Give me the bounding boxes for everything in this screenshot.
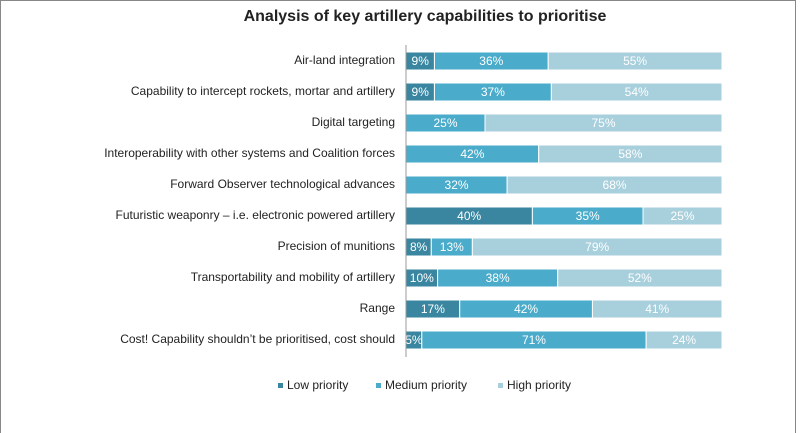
value-label: 55% xyxy=(623,54,647,68)
value-label: 17% xyxy=(421,302,445,316)
value-label: 58% xyxy=(618,147,642,161)
value-label: 8% xyxy=(410,240,428,254)
y-tick-label: Cost! Capability shouldn’t be prioritise… xyxy=(120,332,395,346)
value-label: 54% xyxy=(625,85,649,99)
bar-segment xyxy=(506,175,723,195)
value-label: 75% xyxy=(591,116,615,130)
value-label: 13% xyxy=(440,240,464,254)
value-label: 41% xyxy=(645,302,669,316)
value-label: 38% xyxy=(486,271,510,285)
legend-label: Low priority xyxy=(287,378,348,392)
y-tick-label: Precision of munitions xyxy=(278,239,395,253)
bar-segment xyxy=(642,206,723,226)
legend-swatch xyxy=(498,383,503,388)
bar-segment xyxy=(550,82,723,102)
y-tick-label: Digital targeting xyxy=(312,115,395,129)
bar-segment xyxy=(484,113,723,133)
value-label: 9% xyxy=(412,54,430,68)
legend-swatch xyxy=(376,383,381,388)
y-tick-label: Transportability and mobility of artille… xyxy=(191,270,395,284)
bar-segment xyxy=(591,299,723,319)
legend-label: High priority xyxy=(507,378,571,392)
value-label: 68% xyxy=(603,178,627,192)
y-tick-label: Futuristic weaponry – i.e. electronic po… xyxy=(116,208,395,222)
value-label: 42% xyxy=(460,147,484,161)
value-label: 5% xyxy=(405,333,423,347)
y-tick-label: Range xyxy=(360,301,396,315)
chart-title: Analysis of key artillery capabilities t… xyxy=(244,8,607,25)
value-label: 35% xyxy=(576,209,600,223)
value-label: 71% xyxy=(522,333,546,347)
value-label: 42% xyxy=(514,302,538,316)
value-label: 25% xyxy=(670,209,694,223)
bar-segment xyxy=(471,237,723,257)
y-tick-label: Forward Observer technological advances xyxy=(170,177,395,191)
y-tick-label: Air-land integration xyxy=(294,53,395,67)
bar-segment xyxy=(538,144,723,164)
value-label: 24% xyxy=(672,333,696,347)
bar-segment xyxy=(645,330,723,350)
value-label: 10% xyxy=(410,271,434,285)
value-label: 40% xyxy=(457,209,481,223)
bar-segment xyxy=(547,51,723,71)
value-label: 32% xyxy=(445,178,469,192)
y-tick-label: Capability to intercept rockets, mortar … xyxy=(131,84,395,98)
y-tick-label: Interoperability with other systems and … xyxy=(104,146,395,160)
value-label: 37% xyxy=(481,85,505,99)
value-label: 25% xyxy=(433,116,457,130)
legend-swatch xyxy=(278,383,283,388)
value-label: 36% xyxy=(479,54,503,68)
value-label: 79% xyxy=(585,240,609,254)
value-label: 9% xyxy=(412,85,430,99)
value-label: 52% xyxy=(628,271,652,285)
legend-label: Medium priority xyxy=(385,378,467,392)
bar-segment xyxy=(557,268,723,288)
